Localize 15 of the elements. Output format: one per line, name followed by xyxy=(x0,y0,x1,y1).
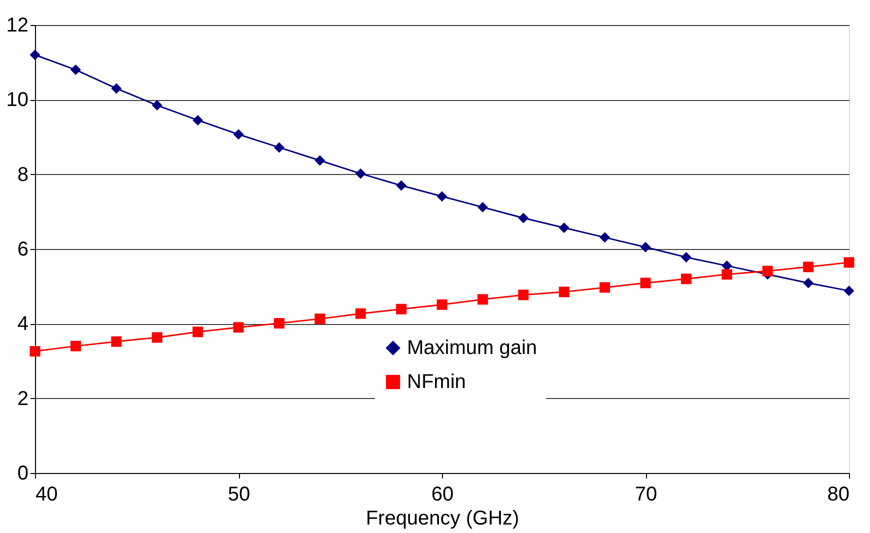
legend-label: Maximum gain xyxy=(407,337,538,359)
y-tick-label: 10 xyxy=(6,89,28,112)
x-tick-label: 60 xyxy=(431,484,454,506)
y-tick-label: 2 xyxy=(17,388,28,410)
y-tick-label: 12 xyxy=(6,14,28,36)
y-tick-label: 8 xyxy=(17,164,28,186)
y-tick-label: 6 xyxy=(17,238,28,260)
x-tick-label: 40 xyxy=(36,484,58,506)
x-tick-label: 70 xyxy=(634,484,658,506)
y-tick-label: 4 xyxy=(17,313,28,336)
x-axis-title: Frequency (GHz) xyxy=(366,508,520,530)
y-tick-label: 0 xyxy=(17,462,28,484)
legend-label: NFmin xyxy=(407,371,466,393)
x-tick-label: 50 xyxy=(228,484,250,506)
x-tick-label: 80 xyxy=(827,484,850,506)
